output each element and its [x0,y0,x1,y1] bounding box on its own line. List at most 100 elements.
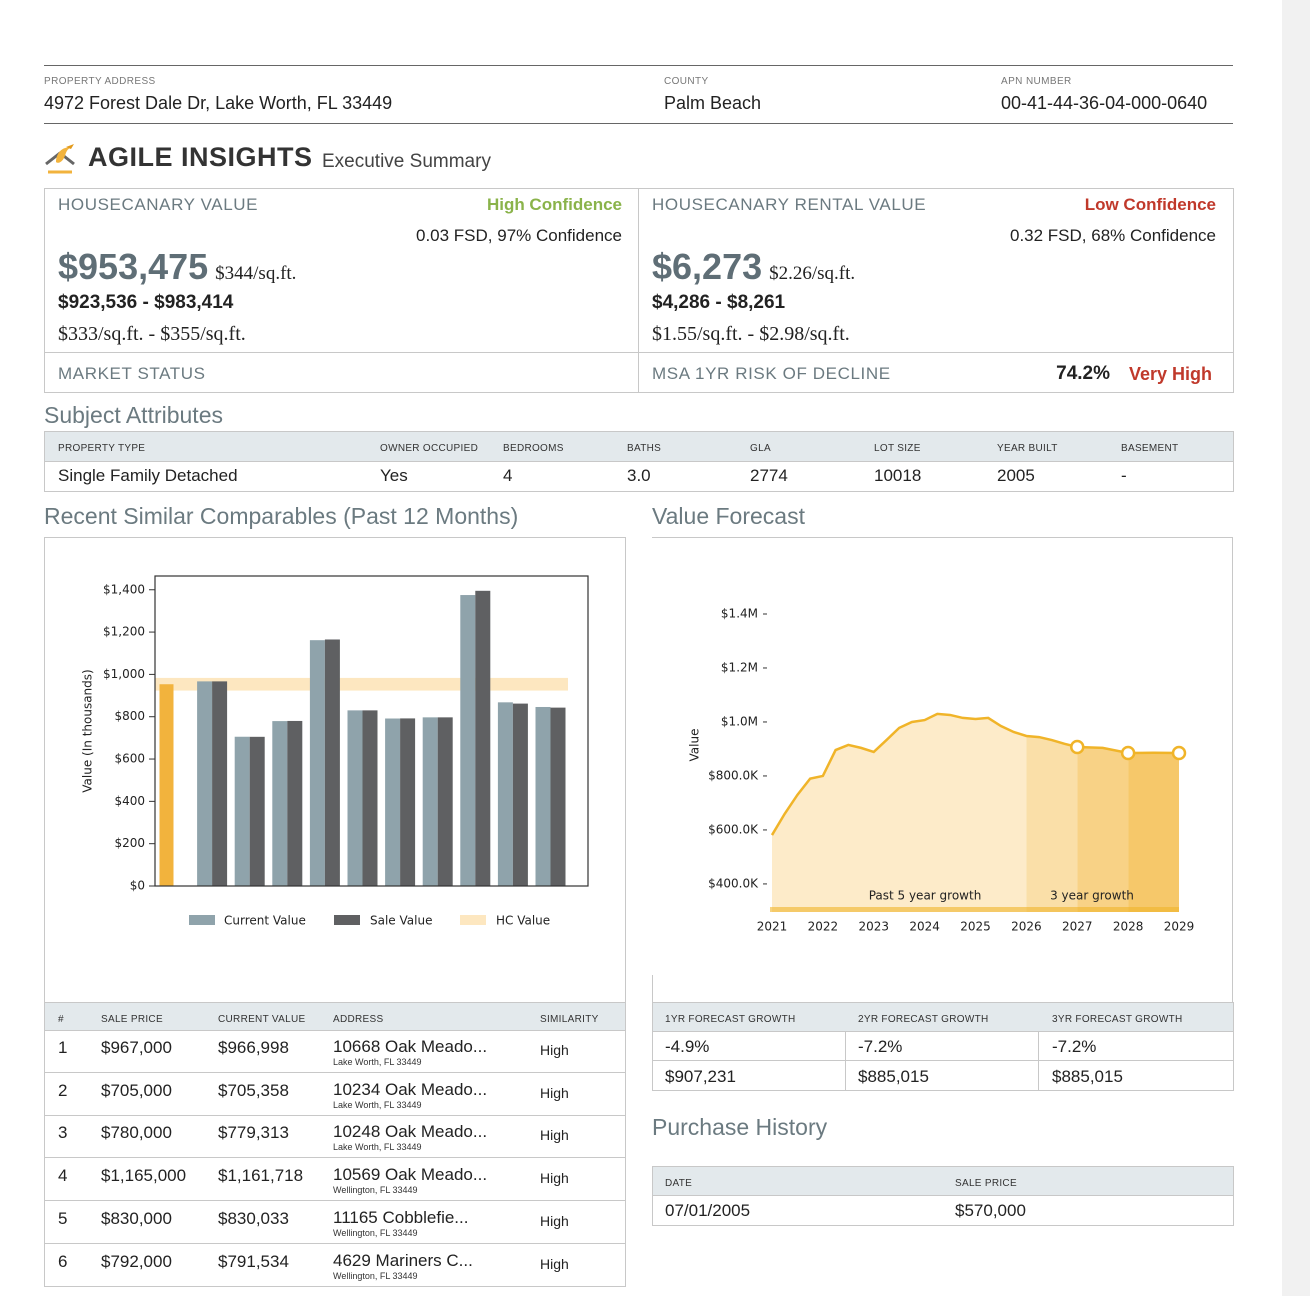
value-range: $923,536 - $983,414 [58,292,234,313]
bar [550,707,566,886]
table-header: BEDROOMS [503,443,564,454]
table-header: YEAR BUILT [997,443,1058,454]
legend-label: Sale Value [370,914,432,928]
table-cell: $830,000 [101,1208,172,1228]
table-cell: $705,000 [101,1080,172,1100]
x-tick-label: 2028 [1113,920,1144,934]
market-status-label: MARKET STATUS [58,364,206,383]
forecast-marker [1120,745,1136,761]
address: 4972 Forest Dale Dr, Lake Worth, FL 3344… [44,93,393,113]
table-header: ADDRESS [333,1014,384,1025]
table-cell: Lake Worth, FL 33449 [333,1099,422,1110]
rental-confidence: Low Confidence [1084,195,1216,214]
x-tick-label: 2029 [1164,920,1195,934]
table-header: # [58,1014,64,1025]
risk-value: 74.2% [1056,363,1110,384]
bar [475,590,491,886]
region-area [772,713,1027,912]
y-axis-label: Value [688,729,702,762]
table-header: GLA [750,443,771,454]
table-row [44,1243,626,1287]
value-price: $953,475 [58,246,209,287]
table-cell: $570,000 [955,1201,1026,1220]
county-label: COUNTY [664,76,709,87]
bar [400,718,416,886]
rental-range: $4,286 - $8,261 [652,292,786,313]
bar [362,710,378,886]
y-tick-label: $800 [114,709,145,723]
table-header: PROPERTY TYPE [58,443,146,454]
apn-label: APN NUMBER [1001,76,1072,87]
table-header-bg [44,1002,626,1031]
rental-range-sqft: $1.55/sq.ft. - $2.98/sq.ft. [652,323,850,345]
table-cell: 11165 Cobblefie... [333,1207,469,1227]
divider [1038,1031,1039,1091]
table-header: OWNER OCCUPIED [380,443,479,454]
table-cell: 3.0 [627,466,651,485]
header-rule [44,123,1233,124]
table-row [44,1072,626,1116]
bar [437,717,453,886]
legend-label: HC Value [496,914,550,928]
y-tick-label: $1,200 [103,625,145,639]
value-label: HOUSECANARY VALUE [58,195,259,214]
table-header-bg [44,431,1234,462]
table-cell: 2774 [750,466,788,485]
brand-name: AGILE INSIGHTS [88,142,313,172]
table-row [652,1195,1234,1226]
x-tick-label: 2027 [1062,920,1093,934]
bar [422,717,438,886]
table-row [44,461,1234,492]
table-header-bg [652,1002,1234,1032]
attributes-title: Subject Attributes [44,402,223,428]
table-cell: 10668 Oak Meado... [333,1037,488,1056]
bar [324,639,340,886]
bar [249,736,265,886]
table-cell: -7.2% [858,1037,903,1056]
bar [212,681,228,886]
forecast-marker [1070,739,1085,755]
table-row [44,1158,626,1202]
y-tick-label: $600.0K [708,822,759,836]
legend-swatch [460,915,486,925]
forecast-marker [1171,745,1187,761]
table-cell: 07/01/2005 [665,1201,751,1220]
divider [845,1031,846,1091]
y-tick-label: $1.2M [721,660,758,674]
table-cell: $907,231 [665,1067,736,1086]
comparables-title: Recent Similar Comparables (Past 12 Mont… [44,503,519,529]
table-cell: $1,161,718 [218,1166,304,1186]
x-tick-label: 2025 [960,920,991,934]
table-cell: 10018 [874,466,922,485]
divider [44,352,1233,353]
table-cell: 10248 Oak Meado... [333,1122,488,1142]
table-header: SALE PRICE [101,1014,163,1025]
baseline [770,907,1179,912]
table-cell: 6 [58,1251,68,1271]
table-cell: Single Family Detached [58,466,238,485]
header-rule [44,65,1233,66]
value-confidence: High Confidence [486,195,622,214]
comparables-chart-box [44,537,626,1003]
table-row [652,1031,1234,1061]
bar [512,703,528,886]
y-tick-label: $800.0K [708,768,759,782]
y-tick-label: $600 [114,752,145,766]
y-axis-label: Value (In thousands) [81,669,95,792]
table-row [44,1200,626,1244]
y-tick-label: $400 [114,794,145,808]
table-cell: Yes [380,466,408,485]
table-cell: 4629 Mariners C... [333,1250,473,1270]
scrollbar-track [1282,0,1310,1296]
table-header: 1YR FORECAST GROWTH [665,1014,796,1025]
table-cell: High [540,1042,569,1058]
table-cell: -4.9% [665,1037,710,1056]
table-header: 2YR FORECAST GROWTH [858,1014,989,1025]
table-cell: $779,313 [218,1123,289,1143]
table-header: BASEMENT [1121,443,1179,454]
risk-level: Very High [1128,364,1212,384]
table-cell: High [540,1255,569,1272]
table-cell: $792,000 [101,1251,172,1271]
bar [309,640,325,886]
